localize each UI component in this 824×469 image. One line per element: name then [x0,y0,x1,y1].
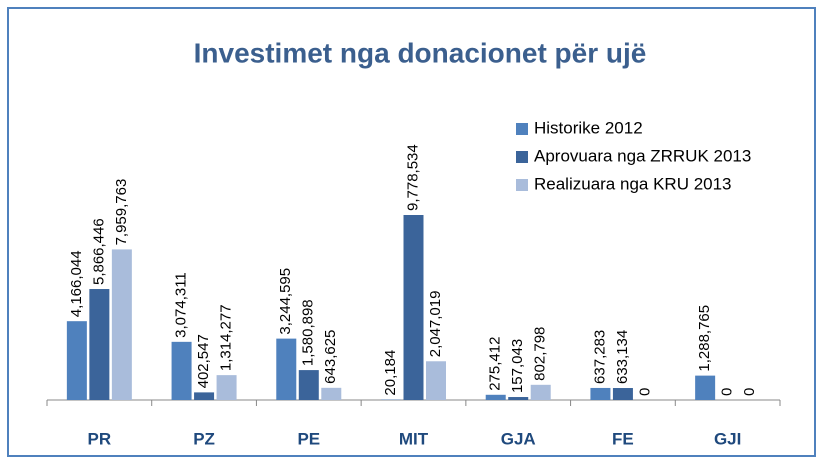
legend-label: Aprovuara nga ZRRUK 2013 [534,146,751,165]
x-tick-label: MIT [399,429,429,448]
bar [217,375,237,400]
legend-label: Realizuara nga KRU 2013 [534,174,732,193]
legend-label: Historike 2012 [534,118,643,137]
legend-swatch [516,151,528,163]
bar [276,339,296,400]
chart-title: Investimet nga donacionet për ujë [194,37,647,68]
bar [590,388,610,400]
x-tick-label: GJA [501,429,536,448]
value-label: 637,283 [591,330,608,384]
bar [531,385,551,400]
bar [112,249,132,400]
bar [299,370,319,400]
x-tick-label: PZ [193,429,215,448]
bar [172,342,192,400]
value-label: 275,412 [487,337,504,391]
x-tick-label: FE [612,429,634,448]
bar [508,397,528,400]
value-label: 3,074,311 [173,272,190,338]
value-label: 633,134 [614,330,631,384]
value-label: 643,625 [322,330,339,384]
bar [486,395,506,400]
bar [67,321,87,400]
value-label: 0 [636,388,653,396]
value-label: 1,314,277 [218,304,235,371]
x-tick-label: PE [297,429,320,448]
value-label: 1,288,765 [696,305,713,372]
legend-swatch [516,123,528,135]
value-label: 20,184 [382,350,399,396]
bar [426,361,446,400]
value-label: 3,244,595 [277,268,294,335]
x-tick-label: GJI [714,429,741,448]
bar [613,388,633,400]
value-label: 2,047,019 [427,291,444,358]
value-label: 157,043 [509,339,526,393]
bar [194,392,214,400]
bar [321,388,341,400]
bar [404,215,424,400]
legend-swatch [516,179,528,191]
value-label: 402,547 [195,334,212,388]
bar [89,289,109,400]
value-label: 4,166,044 [68,250,85,317]
bar [695,376,715,400]
x-tick-label: PR [88,429,112,448]
value-label: 0 [719,388,736,396]
value-label: 7,959,763 [113,179,130,246]
value-label: 802,798 [532,327,549,381]
value-label: 5,866,446 [90,218,107,285]
value-label: 0 [741,388,758,396]
value-label: 1,580,898 [300,299,317,366]
value-label: 9,778,534 [404,144,421,211]
